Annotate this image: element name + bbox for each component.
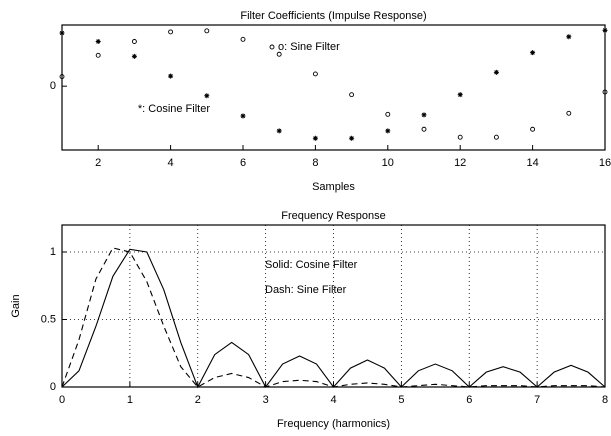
marker-star <box>530 50 536 56</box>
marker-star <box>566 34 572 40</box>
marker-star <box>493 69 499 75</box>
marker-star <box>131 53 137 59</box>
legend-label: *: Cosine Filter <box>138 103 210 115</box>
marker-circle <box>602 89 608 95</box>
marker-star <box>312 135 318 141</box>
x-tick-label: 10 <box>382 157 394 169</box>
marker-circle <box>312 71 318 77</box>
y-tick-label: 1 <box>50 246 56 258</box>
marker-star <box>421 112 427 118</box>
marker-circle <box>457 134 463 140</box>
marker-star <box>204 93 210 99</box>
plot-frame <box>61 24 606 151</box>
marker-circle <box>493 134 499 140</box>
y-tick-label: 0 <box>50 80 56 92</box>
x-tick-label: 4 <box>330 394 336 406</box>
y-axis-label: Gain <box>10 294 22 317</box>
marker-circle <box>530 126 536 132</box>
marker-star <box>240 113 246 119</box>
x-tick-label: 2 <box>195 394 201 406</box>
marker-star <box>168 73 174 79</box>
x-tick-label: 4 <box>168 157 174 169</box>
marker-circle <box>269 44 275 50</box>
marker-star <box>59 30 65 36</box>
marker-star <box>602 27 608 33</box>
x-tick-label: 12 <box>454 157 466 169</box>
x-tick-label: 16 <box>599 157 611 169</box>
x-tick-label: 1 <box>127 394 133 406</box>
y-tick-label: 0 <box>50 381 56 393</box>
marker-circle <box>95 52 101 58</box>
x-tick-label: 8 <box>312 157 318 169</box>
legend-label: o: Sine Filter <box>278 41 340 53</box>
x-tick-label: 6 <box>466 394 472 406</box>
marker-circle <box>566 110 572 116</box>
x-tick-label: 2 <box>95 157 101 169</box>
x-tick-label: 0 <box>59 394 65 406</box>
x-tick-label: 5 <box>398 394 404 406</box>
marker-star <box>349 135 355 141</box>
marker-circle <box>59 74 65 80</box>
y-tick-label: 0.5 <box>41 313 56 325</box>
x-tick-label: 8 <box>602 394 608 406</box>
marker-circle <box>240 36 246 42</box>
legend-label: Solid: Cosine Filter <box>265 259 358 271</box>
x-tick-label: 3 <box>263 394 269 406</box>
x-tick-label: 7 <box>534 394 540 406</box>
marker-circle <box>131 39 137 44</box>
marker-star <box>276 128 282 134</box>
marker-circle <box>168 29 174 35</box>
chart-title: Filter Coefficients (Impulse Response) <box>240 10 426 22</box>
x-axis-label: Frequency (harmonics) <box>277 418 390 430</box>
marker-circle <box>276 51 282 57</box>
marker-circle <box>349 92 355 98</box>
marker-star <box>95 38 101 44</box>
x-axis-label: Samples <box>312 181 355 193</box>
marker-circle <box>204 28 210 34</box>
line-series <box>61 247 606 388</box>
marker-star <box>385 128 391 134</box>
marker-circle <box>421 126 427 132</box>
legend-label: Dash: Sine Filter <box>265 284 347 296</box>
x-tick-label: 6 <box>240 157 246 169</box>
marker-star <box>457 92 463 98</box>
chart-title: Frequency Response <box>281 210 386 222</box>
x-tick-label: 14 <box>526 157 538 169</box>
marker-circle <box>385 111 391 117</box>
